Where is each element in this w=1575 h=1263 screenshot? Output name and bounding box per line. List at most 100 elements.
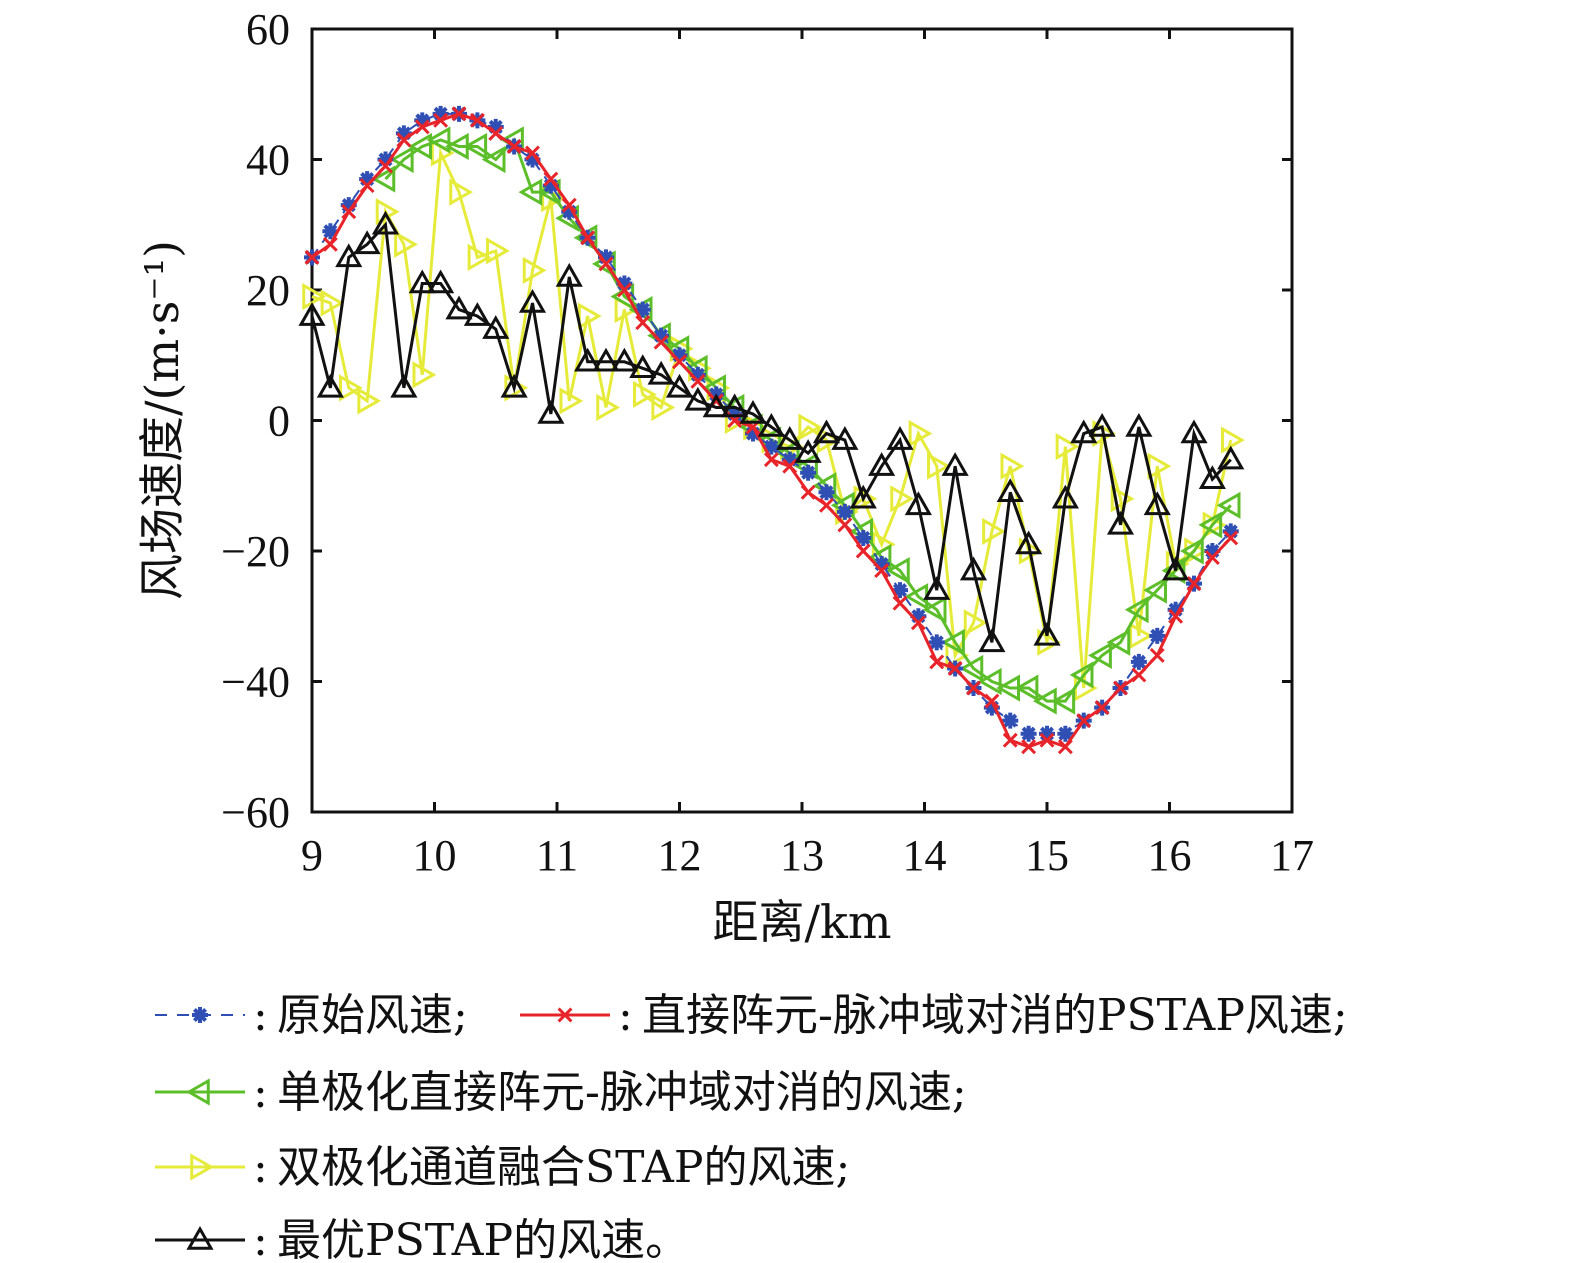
data-point xyxy=(488,125,504,141)
data-point xyxy=(1021,739,1037,755)
data-point xyxy=(1113,680,1128,696)
legend-entry: : 双极化通道融合STAP的风速; xyxy=(155,1142,850,1193)
data-point xyxy=(941,452,969,476)
data-point xyxy=(726,405,743,422)
data-point xyxy=(1143,491,1171,516)
data-point xyxy=(1204,550,1220,565)
data-point xyxy=(395,125,412,142)
y-tick-label: 40 xyxy=(246,136,290,185)
data-point xyxy=(977,667,1002,696)
y-tick-label: −60 xyxy=(221,788,290,837)
data-point xyxy=(684,386,712,411)
data-point xyxy=(1149,647,1165,663)
data-point xyxy=(1167,601,1184,618)
data-point xyxy=(1033,621,1061,646)
data-point xyxy=(653,327,670,344)
data-point xyxy=(580,230,596,246)
data-point xyxy=(1110,485,1135,513)
data-point xyxy=(1039,725,1055,742)
data-point xyxy=(1179,537,1204,565)
y-tick-label: 20 xyxy=(246,266,290,315)
data-point xyxy=(781,451,798,468)
x-tick-label: 10 xyxy=(413,831,457,880)
data-point xyxy=(855,529,872,546)
data-point xyxy=(298,302,326,326)
data-point xyxy=(1037,628,1062,656)
data-point xyxy=(885,556,910,585)
y-tick-label: 0 xyxy=(268,397,290,446)
data-point xyxy=(763,438,780,455)
data-point xyxy=(486,237,510,265)
data-point xyxy=(482,315,510,339)
data-point xyxy=(427,269,455,294)
data-point xyxy=(904,491,932,516)
data-point xyxy=(831,426,859,450)
data-point xyxy=(555,262,583,287)
legend-sep: : xyxy=(253,1215,268,1263)
data-point xyxy=(610,347,638,372)
data-point xyxy=(739,399,767,424)
data-point xyxy=(1070,419,1098,444)
data-point xyxy=(671,347,688,364)
data-point xyxy=(557,1007,573,1023)
legend-label: 双极化通道融合STAP的风速; xyxy=(277,1142,850,1193)
legend-sep: : xyxy=(618,990,633,1041)
data-point xyxy=(855,543,871,559)
data-point xyxy=(1143,576,1167,604)
data-point xyxy=(449,178,474,206)
legend-label: 原始风速; xyxy=(277,990,468,1041)
data-point xyxy=(653,334,669,350)
data-point xyxy=(186,1225,214,1250)
data-point xyxy=(1204,543,1221,559)
data-point xyxy=(782,458,798,474)
data-point xyxy=(983,699,1000,716)
legend-sep: : xyxy=(253,990,268,1041)
legend-entry: : 直接阵元-脉冲域对消的PSTAP风速; xyxy=(520,990,1348,1041)
legend-sep: : xyxy=(253,1067,268,1118)
data-point xyxy=(1076,713,1092,729)
data-point xyxy=(394,230,418,258)
data-point xyxy=(849,484,877,509)
data-point xyxy=(892,595,908,611)
data-point xyxy=(322,236,338,252)
data-point xyxy=(836,503,853,520)
data-point xyxy=(574,347,602,372)
data-point xyxy=(1055,433,1080,461)
data-point xyxy=(396,132,412,148)
legend-label: 单极化直接阵元-脉冲域对消的风速; xyxy=(277,1067,967,1118)
data-point xyxy=(408,269,436,294)
data-point xyxy=(522,256,547,285)
data-point xyxy=(996,478,1024,503)
data-point xyxy=(959,556,988,581)
y-tick-label: −20 xyxy=(221,527,290,576)
data-point xyxy=(818,484,835,501)
data-point xyxy=(598,249,614,266)
data-point xyxy=(651,393,676,422)
data-point xyxy=(596,393,621,422)
data-point xyxy=(798,413,823,441)
data-point xyxy=(525,145,540,161)
data-point xyxy=(1106,628,1131,656)
data-point xyxy=(414,112,431,129)
data-point xyxy=(1168,608,1184,624)
x-tick-label: 9 xyxy=(301,831,323,880)
data-point xyxy=(1051,687,1076,715)
data-point xyxy=(357,387,382,415)
data-point xyxy=(185,1078,210,1106)
data-point xyxy=(322,223,339,240)
data-point xyxy=(672,354,687,370)
data-point xyxy=(190,1153,215,1181)
data-point xyxy=(1162,556,1190,581)
data-point xyxy=(359,178,375,194)
data-point xyxy=(629,354,657,379)
data-point xyxy=(966,680,981,696)
data-point xyxy=(1149,627,1166,644)
data-point xyxy=(634,301,651,318)
data-point xyxy=(445,295,473,320)
data-point xyxy=(1002,732,1018,748)
x-tick-label: 17 xyxy=(1270,831,1314,880)
data-point xyxy=(320,289,345,317)
data-point xyxy=(886,426,914,450)
data-point xyxy=(542,177,559,194)
legend-entry: : 最优PSTAP的风速。 xyxy=(155,1215,689,1263)
